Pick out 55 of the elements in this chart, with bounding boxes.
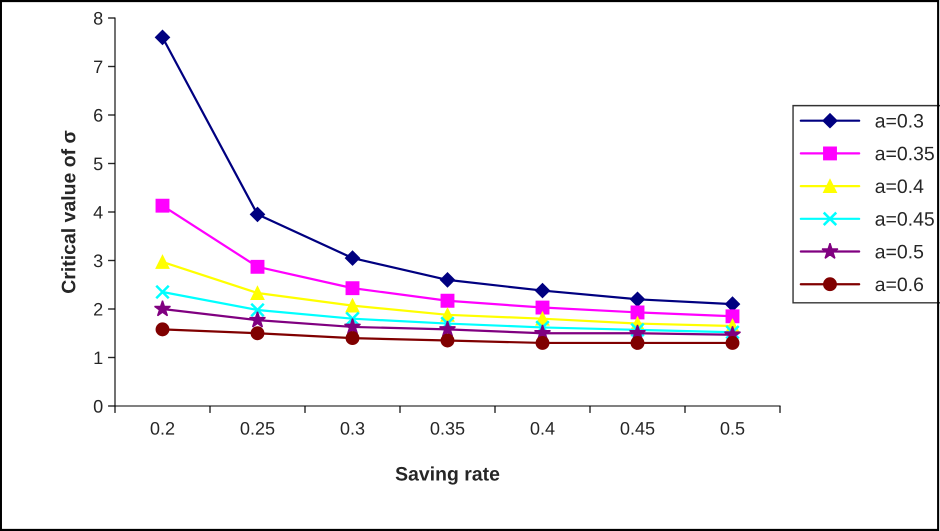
point bbox=[534, 283, 550, 298]
x-tick-label: 0.45 bbox=[620, 422, 654, 435]
legend-label: a=0.45 bbox=[876, 212, 934, 226]
point bbox=[440, 272, 456, 288]
point bbox=[250, 260, 264, 274]
point bbox=[346, 331, 360, 346]
point bbox=[344, 250, 360, 266]
point bbox=[250, 206, 266, 222]
x-tick-label: 0.25 bbox=[240, 422, 274, 435]
point bbox=[630, 322, 645, 338]
y-tick-label: 4 bbox=[94, 206, 103, 219]
point bbox=[155, 284, 170, 300]
point bbox=[250, 286, 264, 300]
x-tick-label: 0.3 bbox=[340, 422, 364, 435]
y-tick-label: 5 bbox=[94, 158, 102, 170]
y-tick-label: 1 bbox=[94, 352, 102, 364]
legend-label: a=0.6 bbox=[876, 277, 924, 292]
x-tick-label: 0.35 bbox=[430, 422, 464, 435]
point bbox=[440, 294, 454, 308]
legend-label: a=0.3 bbox=[876, 114, 924, 128]
y-tick-label: 6 bbox=[94, 108, 102, 122]
point bbox=[156, 322, 170, 336]
x-tick-label: 0.5 bbox=[720, 422, 744, 435]
point bbox=[346, 281, 360, 296]
point bbox=[536, 336, 550, 350]
point bbox=[156, 255, 170, 269]
point bbox=[248, 311, 266, 328]
x-tick-label: 0.4 bbox=[530, 422, 555, 435]
legend-label: a=0.4 bbox=[876, 179, 924, 194]
x-axis-title: Saving rate bbox=[396, 466, 500, 485]
point bbox=[630, 305, 644, 320]
x-tick-label: 0.2 bbox=[150, 422, 174, 435]
point bbox=[438, 320, 456, 337]
legend-label: a=0.35 bbox=[876, 146, 934, 160]
point bbox=[726, 309, 740, 324]
point bbox=[535, 320, 550, 335]
y-axis-title: Critical value of σ bbox=[61, 130, 76, 293]
point bbox=[250, 326, 264, 340]
point bbox=[154, 300, 172, 316]
point bbox=[630, 292, 646, 307]
point bbox=[630, 336, 644, 350]
y-tick-label: 7 bbox=[94, 60, 102, 74]
point bbox=[154, 30, 170, 45]
y-tick-label: 2 bbox=[94, 302, 102, 316]
point bbox=[440, 334, 454, 348]
y-tick-label: 0 bbox=[94, 400, 102, 413]
point bbox=[536, 300, 550, 314]
y-tick-label: 3 bbox=[94, 254, 102, 268]
point bbox=[156, 198, 170, 213]
point bbox=[344, 318, 362, 334]
point bbox=[346, 298, 360, 313]
point bbox=[250, 302, 265, 318]
point bbox=[726, 336, 740, 350]
y-tick-label: 8 bbox=[94, 12, 102, 25]
legend-label: a=0.5 bbox=[876, 244, 924, 259]
